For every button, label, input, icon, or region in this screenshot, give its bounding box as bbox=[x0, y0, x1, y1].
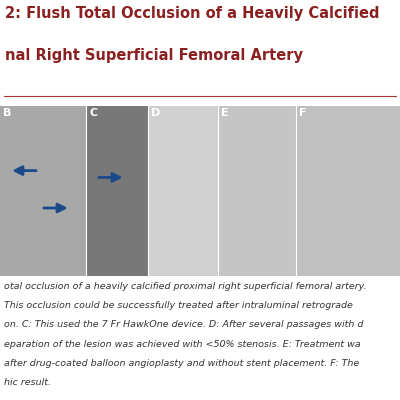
Bar bbox=[218, 106, 296, 276]
Bar bbox=[0, 106, 86, 276]
Text: C: C bbox=[89, 108, 97, 118]
Text: after drug-coated balloon angioplasty and without stent placement. F: The: after drug-coated balloon angioplasty an… bbox=[4, 359, 359, 368]
Bar bbox=[296, 106, 400, 276]
Text: D: D bbox=[151, 108, 160, 118]
Text: E: E bbox=[221, 108, 229, 118]
Bar bbox=[86, 106, 148, 276]
Text: 2: Flush Total Occlusion of a Heavily Calcified: 2: Flush Total Occlusion of a Heavily Ca… bbox=[5, 6, 379, 21]
Text: on. C: This used the 7 Fr HawkOne device. D: After several passages with d: on. C: This used the 7 Fr HawkOne device… bbox=[4, 320, 363, 330]
Bar bbox=[148, 106, 218, 276]
Text: otal occlusion of a heavily calcified proximal right superficial femoral artery.: otal occlusion of a heavily calcified pr… bbox=[4, 282, 366, 291]
Text: nal Right Superficial Femoral Artery: nal Right Superficial Femoral Artery bbox=[5, 48, 303, 63]
Text: B: B bbox=[3, 108, 12, 118]
Text: F: F bbox=[299, 108, 307, 118]
Text: hic result.: hic result. bbox=[4, 378, 51, 387]
Text: This occlusion could be successfully treated after intraluminal retrograde: This occlusion could be successfully tre… bbox=[4, 301, 353, 310]
Text: eparation of the lesion was achieved with <50% stenosis. E: Treatment wa: eparation of the lesion was achieved wit… bbox=[4, 340, 361, 349]
